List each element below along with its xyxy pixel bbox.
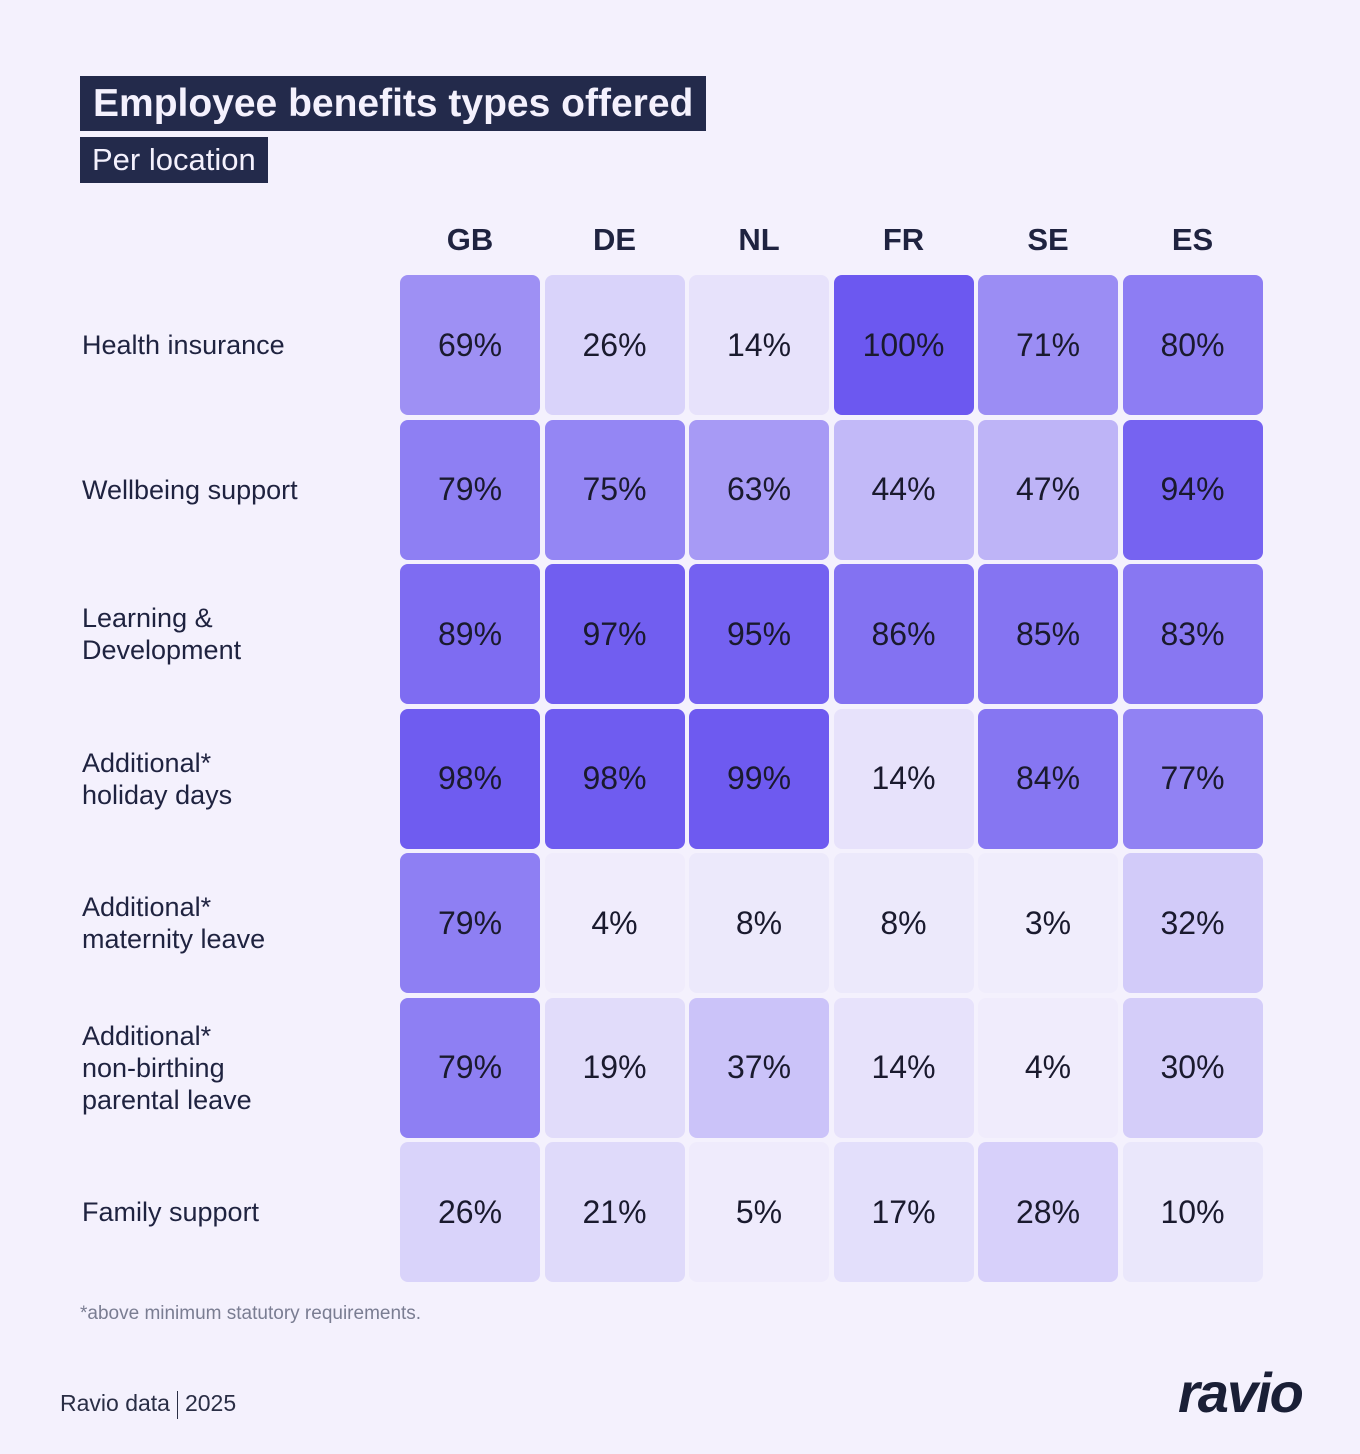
column-header: DE (592, 222, 637, 257)
heatmap-cell: 3% (978, 853, 1118, 993)
heatmap-cell: 79% (400, 419, 540, 560)
column-header: FR (882, 222, 925, 257)
column-header: GB (446, 222, 494, 257)
ravio-logo: ravio (1178, 1361, 1304, 1424)
source-footer: Ravio data 2025 (60, 1390, 236, 1419)
heatmap-cell: 28% (978, 1142, 1118, 1282)
divider (176, 1390, 178, 1419)
heatmap-cell: 30% (1122, 997, 1263, 1138)
heatmap-cell: 14% (689, 275, 829, 415)
heatmap-cell: 79% (400, 997, 540, 1138)
column-header: SE (1027, 222, 1069, 257)
heatmap-cell: 77% (1122, 708, 1263, 849)
heatmap-cell: 26% (544, 275, 685, 415)
heatmap-cell: 99% (689, 708, 829, 849)
heatmap-cell: 97% (544, 564, 685, 704)
heatmap-cell: 83% (1122, 564, 1263, 704)
heatmap-cell: 47% (978, 419, 1118, 560)
heatmap-cell: 32% (1122, 853, 1263, 993)
heatmap-cell: 63% (689, 419, 829, 560)
heatmap-cell: 69% (400, 275, 540, 415)
heatmap-cell: 8% (689, 853, 829, 993)
row-label: Additional* holiday days (82, 747, 233, 810)
row-label: Learning & Development (82, 603, 242, 665)
heatmap-cell: 5% (689, 1142, 829, 1282)
heatmap-cell: 17% (833, 1142, 974, 1282)
heatmap-cell: 26% (400, 1142, 540, 1282)
row-label: Wellbeing support (82, 474, 298, 505)
heatmap-cell: 37% (689, 997, 829, 1138)
heatmap-cell: 84% (978, 708, 1118, 849)
heatmap-cell: 8% (833, 853, 974, 993)
heatmap-cell: 98% (400, 708, 540, 849)
year-label: 2025 (184, 1390, 237, 1416)
heatmap-cell: 71% (978, 275, 1118, 415)
chart-subtitle: Per location (80, 137, 268, 183)
row-label: Additional* non-birthing parental leave (82, 1020, 252, 1115)
heatmap-cell: 75% (544, 419, 685, 560)
heatmap-cell: 21% (544, 1142, 685, 1282)
heatmap-cell: 80% (1122, 275, 1263, 415)
heatmap-cell: 85% (978, 564, 1118, 704)
heatmap-cell: 44% (833, 419, 974, 560)
heatmap-cell: 19% (544, 997, 685, 1138)
row-label: Family support (82, 1197, 260, 1227)
heatmap-cell: 10% (1122, 1142, 1263, 1282)
row-label: Additional* maternity leave (82, 892, 266, 954)
footnote: *above minimum statutory requirements. (80, 1303, 422, 1324)
heatmap-cell: 14% (833, 708, 974, 849)
heatmap-cell: 14% (833, 997, 974, 1138)
heatmap-cell: 4% (978, 997, 1118, 1138)
heatmap-cell: 95% (689, 564, 829, 704)
heatmap-cell: 4% (544, 853, 685, 993)
heatmap-cell: 100% (833, 275, 974, 415)
source-label: Ravio data (60, 1390, 170, 1416)
heatmap-cell: 79% (400, 853, 540, 993)
row-label: Health insurance (82, 330, 285, 360)
heatmap-cell: 89% (400, 564, 540, 704)
heatmap-cell: 94% (1122, 419, 1263, 560)
heatmap-cell: 86% (833, 564, 974, 704)
column-header: NL (738, 222, 780, 257)
column-header: ES (1171, 222, 1214, 257)
heatmap-cell: 98% (544, 708, 685, 849)
chart-title: Employee benefits types offered (80, 76, 707, 131)
